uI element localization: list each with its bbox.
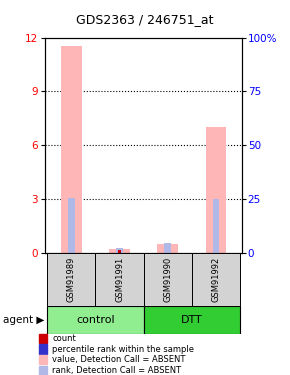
Bar bbox=[144, 253, 192, 306]
Text: count: count bbox=[52, 334, 76, 343]
Bar bbox=[192, 253, 240, 306]
Bar bbox=[39, 334, 47, 343]
Bar bbox=[206, 128, 226, 253]
Bar bbox=[164, 243, 171, 253]
Bar bbox=[157, 244, 178, 253]
Bar bbox=[39, 345, 47, 354]
Bar bbox=[61, 46, 81, 253]
Bar bbox=[116, 248, 123, 253]
Bar bbox=[118, 250, 121, 253]
Text: value, Detection Call = ABSENT: value, Detection Call = ABSENT bbox=[52, 355, 186, 364]
Text: GSM91992: GSM91992 bbox=[211, 257, 220, 302]
Text: rank, Detection Call = ABSENT: rank, Detection Call = ABSENT bbox=[52, 366, 181, 375]
Text: GDS2363 / 246751_at: GDS2363 / 246751_at bbox=[76, 13, 214, 26]
Text: agent ▶: agent ▶ bbox=[3, 315, 44, 325]
Bar bbox=[39, 355, 47, 364]
Text: GSM91990: GSM91990 bbox=[163, 257, 172, 302]
Bar bbox=[68, 198, 75, 253]
Text: GSM91991: GSM91991 bbox=[115, 257, 124, 302]
Text: percentile rank within the sample: percentile rank within the sample bbox=[52, 345, 194, 354]
Text: GSM91989: GSM91989 bbox=[67, 256, 76, 302]
Bar bbox=[47, 253, 95, 306]
Bar bbox=[213, 199, 219, 253]
Text: control: control bbox=[76, 315, 115, 325]
Bar bbox=[47, 306, 144, 334]
Text: DTT: DTT bbox=[181, 315, 202, 325]
Bar bbox=[39, 366, 47, 375]
Bar bbox=[95, 253, 144, 306]
Bar bbox=[144, 306, 240, 334]
Bar bbox=[109, 249, 130, 253]
